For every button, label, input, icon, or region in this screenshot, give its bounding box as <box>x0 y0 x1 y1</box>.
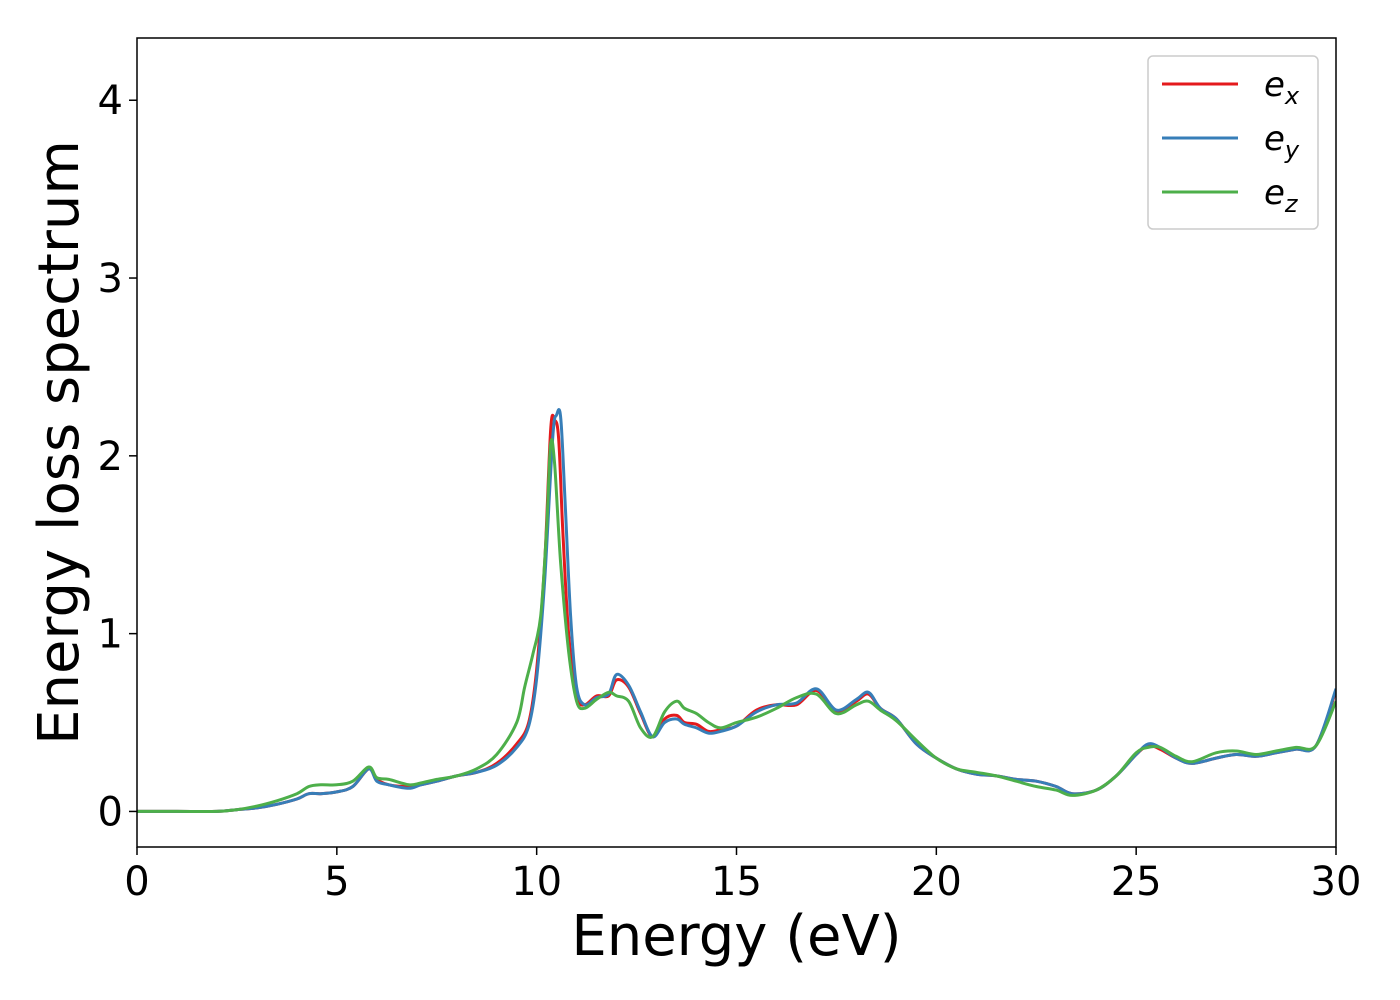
y-tick-label: 2 <box>98 434 123 480</box>
x-axis-title: Energy (eV) <box>571 904 901 969</box>
y-tick-label: 1 <box>98 612 123 658</box>
series-line-x <box>137 413 1336 814</box>
x-tick-label: 5 <box>324 859 349 905</box>
y-tick-label: 4 <box>98 78 123 124</box>
x-tick-label: 30 <box>1311 859 1362 905</box>
y-tick-label: 3 <box>98 256 123 302</box>
legend-box <box>1147 55 1319 230</box>
x-tick-label: 0 <box>124 859 149 905</box>
x-tick-label: 20 <box>911 859 962 905</box>
x-tick-label: 15 <box>711 859 762 905</box>
y-axis-title: Energy loss spectrum <box>27 140 92 745</box>
axis-ticks: 0 5 10 15 20 25 30 0 1 2 3 4 <box>98 78 1362 905</box>
x-tick-label: 25 <box>1111 859 1162 905</box>
y-tick-label: 0 <box>98 789 123 835</box>
x-tick-label: 10 <box>511 859 562 905</box>
series-line-y <box>137 408 1336 814</box>
series-line-z <box>137 438 1336 814</box>
series-lines <box>137 408 1336 814</box>
